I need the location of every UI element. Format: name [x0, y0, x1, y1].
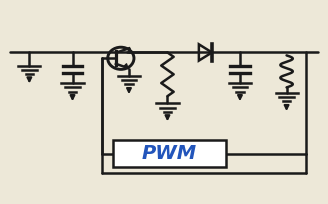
Text: PWM: PWM: [142, 144, 197, 163]
FancyBboxPatch shape: [113, 140, 226, 167]
